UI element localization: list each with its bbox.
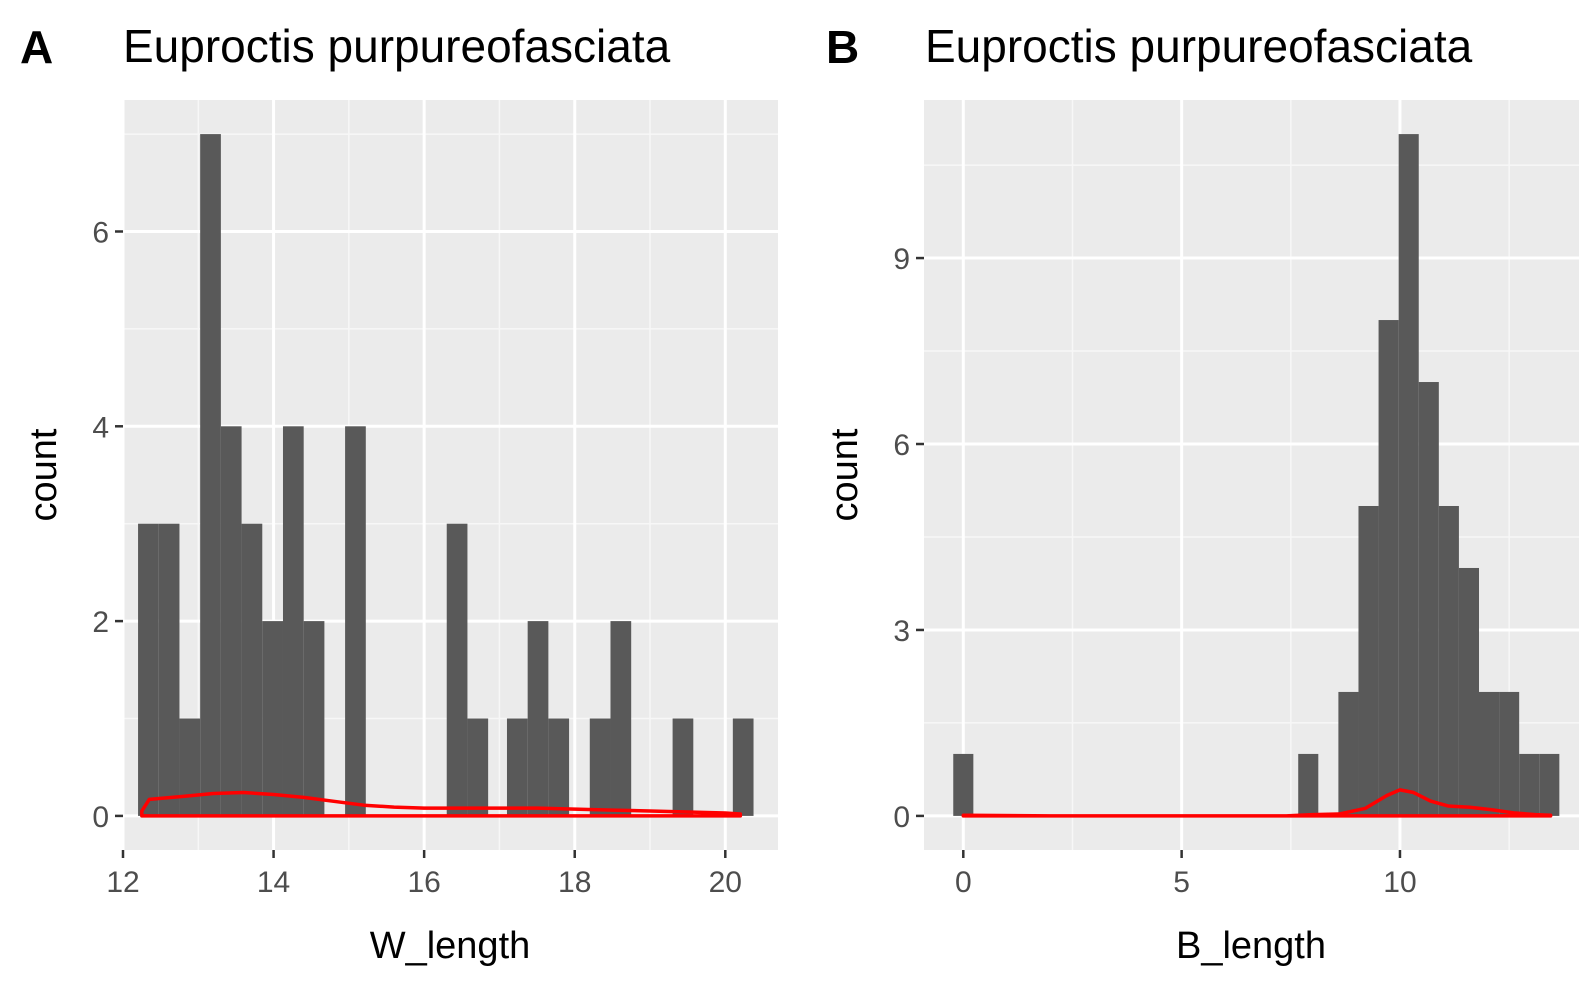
histogram-bar bbox=[1458, 567, 1480, 816]
y-tick-label: 0 bbox=[893, 801, 910, 834]
histogram-bar bbox=[1298, 753, 1319, 816]
histogram-bar bbox=[953, 753, 974, 816]
histogram-bar bbox=[345, 426, 366, 816]
histogram-bar bbox=[241, 523, 263, 816]
histogram-bar bbox=[1358, 505, 1379, 816]
histogram-bar bbox=[282, 426, 304, 816]
histogram-bar bbox=[1338, 691, 1359, 816]
histogram-bar bbox=[179, 718, 201, 816]
histogram-bar bbox=[446, 523, 468, 816]
histogram-bar bbox=[1398, 134, 1419, 816]
panel-a: A Euproctis purpureofasciata 0 2 4 6 12 14 16 1… bbox=[20, 20, 778, 967]
histogram-bar bbox=[1438, 505, 1459, 816]
histogram-bar bbox=[1418, 382, 1439, 816]
panel-a-y-axis-title: count bbox=[23, 428, 65, 521]
panel-a-label: A bbox=[20, 21, 53, 73]
histogram-bar bbox=[303, 621, 325, 816]
histogram-bar bbox=[506, 718, 528, 816]
x-tick-label: 14 bbox=[257, 866, 290, 899]
x-tick-label: 12 bbox=[106, 866, 139, 899]
panel-b: B Euproctis purpureofasciata 0 3 6 9 0 5 10 B_… bbox=[824, 20, 1579, 967]
panel-b-density-curve bbox=[961, 788, 1553, 818]
histogram-bar bbox=[589, 718, 611, 816]
x-tick-label: 18 bbox=[558, 866, 591, 899]
y-tick-label: 6 bbox=[893, 429, 910, 462]
x-tick-label: 0 bbox=[955, 866, 972, 899]
histogram-bar bbox=[158, 523, 180, 816]
panel-b-bars bbox=[953, 134, 1560, 816]
panel-a-ticks: 0 2 4 6 12 14 16 18 20 bbox=[92, 216, 742, 899]
panel-b-y-axis-title: count bbox=[824, 428, 866, 521]
histogram-bar bbox=[1499, 691, 1520, 816]
x-tick-label: 5 bbox=[1173, 866, 1190, 899]
y-tick-label: 4 bbox=[92, 411, 109, 444]
panel-a-title: Euproctis purpureofasciata bbox=[123, 20, 671, 72]
histogram-bar bbox=[262, 621, 283, 816]
panel-b-ticks: 0 3 6 9 0 5 10 bbox=[893, 243, 1416, 899]
y-tick-label: 0 bbox=[92, 801, 109, 834]
histogram-bar bbox=[1539, 753, 1560, 816]
histogram-bar bbox=[220, 426, 242, 816]
x-tick-label: 10 bbox=[1383, 866, 1416, 899]
panel-b-x-axis-title: B_length bbox=[1176, 925, 1326, 967]
histogram-bar bbox=[1479, 691, 1500, 816]
histogram-bar bbox=[467, 718, 489, 816]
histogram-bar bbox=[672, 718, 694, 816]
panel-b-label: B bbox=[826, 21, 859, 73]
histogram-bar bbox=[610, 621, 632, 816]
histogram-bar bbox=[732, 718, 754, 816]
histogram-bar bbox=[1378, 320, 1399, 816]
histogram-bar bbox=[1519, 753, 1540, 816]
histogram-bar bbox=[138, 523, 159, 816]
histogram-bar bbox=[548, 718, 570, 816]
y-tick-label: 9 bbox=[893, 243, 910, 276]
y-tick-label: 3 bbox=[893, 615, 910, 648]
histogram-bar bbox=[527, 621, 549, 816]
x-tick-label: 16 bbox=[407, 866, 440, 899]
y-tick-label: 6 bbox=[92, 216, 109, 249]
histogram-bar bbox=[200, 134, 221, 816]
x-tick-label: 20 bbox=[709, 866, 742, 899]
panel-a-bars bbox=[138, 134, 754, 816]
panel-a-density-curve bbox=[140, 790, 743, 818]
y-tick-label: 2 bbox=[92, 606, 109, 639]
panel-b-title: Euproctis purpureofasciata bbox=[925, 20, 1473, 72]
panel-a-x-axis-title: W_length bbox=[370, 925, 531, 967]
